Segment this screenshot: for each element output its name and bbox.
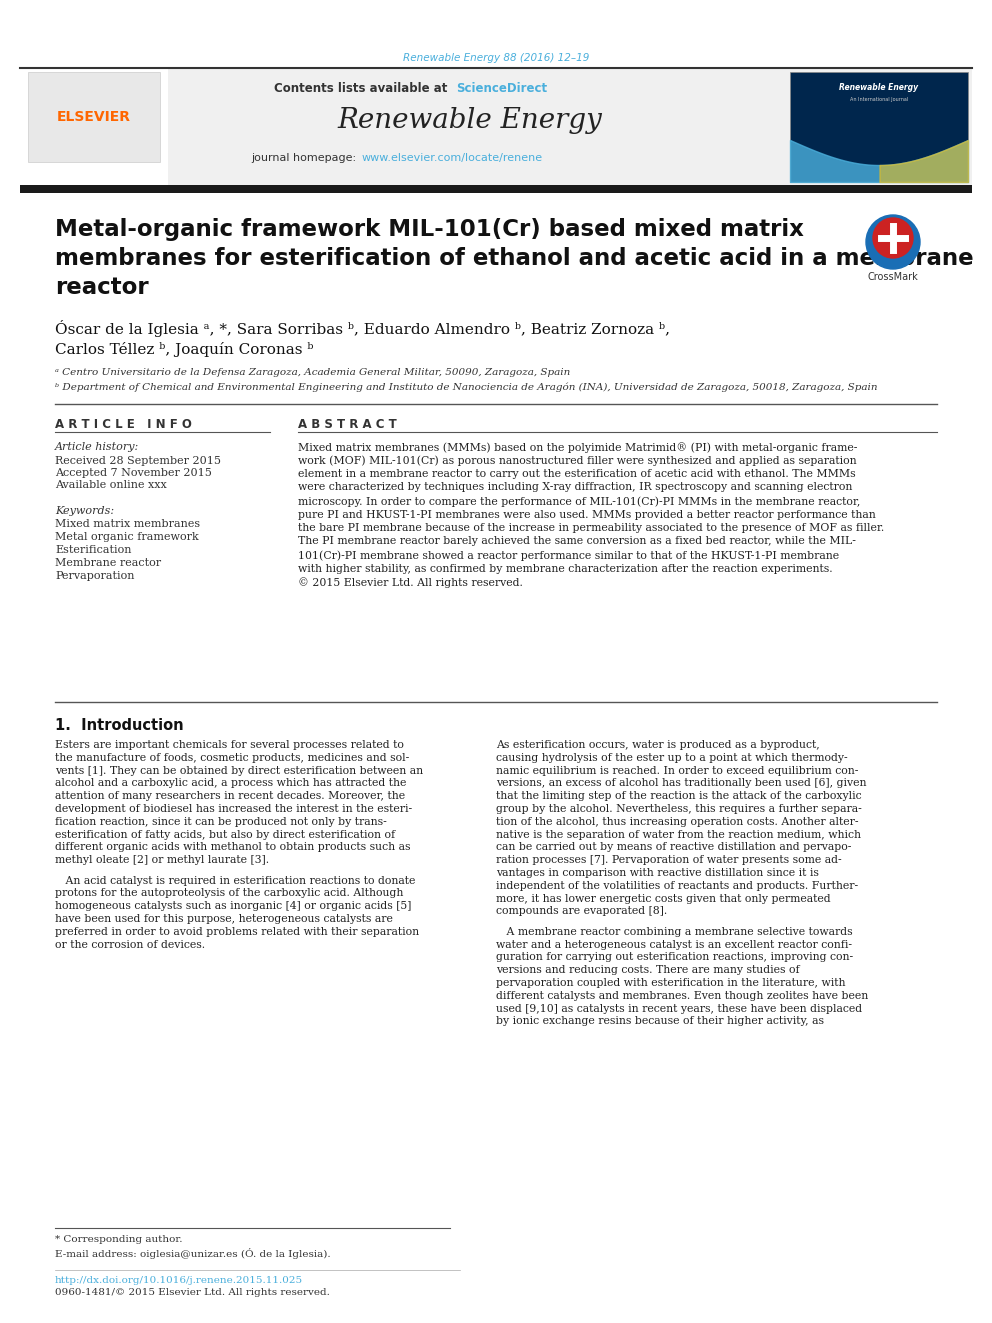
Text: 0960-1481/© 2015 Elsevier Ltd. All rights reserved.: 0960-1481/© 2015 Elsevier Ltd. All right…: [55, 1289, 330, 1297]
Circle shape: [873, 218, 913, 258]
Text: versions, an excess of alcohol has traditionally been used [6], given: versions, an excess of alcohol has tradi…: [496, 778, 866, 789]
Text: The PI membrane reactor barely achieved the same conversion as a fixed bed react: The PI membrane reactor barely achieved …: [298, 537, 856, 546]
Text: element in a membrane reactor to carry out the esterification of acetic acid wit: element in a membrane reactor to carry o…: [298, 468, 856, 479]
Text: group by the alcohol. Nevertheless, this requires a further separa-: group by the alcohol. Nevertheless, this…: [496, 804, 862, 814]
Text: homogeneous catalysts such as inorganic [4] or organic acids [5]: homogeneous catalysts such as inorganic …: [55, 901, 412, 912]
Text: membranes for esterification of ethanol and acetic acid in a membrane: membranes for esterification of ethanol …: [55, 247, 973, 270]
Text: 1.  Introduction: 1. Introduction: [55, 718, 184, 733]
Text: the manufacture of foods, cosmetic products, medicines and sol-: the manufacture of foods, cosmetic produ…: [55, 753, 410, 763]
Text: Esters are important chemicals for several processes related to: Esters are important chemicals for sever…: [55, 740, 404, 750]
Text: Article history:: Article history:: [55, 442, 139, 452]
FancyBboxPatch shape: [20, 185, 972, 193]
Text: causing hydrolysis of the ester up to a point at which thermody-: causing hydrolysis of the ester up to a …: [496, 753, 847, 763]
Text: water and a heterogeneous catalyst is an excellent reactor confi-: water and a heterogeneous catalyst is an…: [496, 939, 852, 950]
Text: Accepted 7 November 2015: Accepted 7 November 2015: [55, 468, 212, 478]
Text: Metal organic framework: Metal organic framework: [55, 532, 198, 542]
Text: Esterification: Esterification: [55, 545, 132, 556]
Text: * Corresponding author.: * Corresponding author.: [55, 1234, 183, 1244]
Text: attention of many researchers in recent decades. Moreover, the: attention of many researchers in recent …: [55, 791, 405, 802]
Text: that the limiting step of the reaction is the attack of the carboxylic: that the limiting step of the reaction i…: [496, 791, 862, 802]
Text: ELSEVIER: ELSEVIER: [57, 110, 131, 124]
Text: development of biodiesel has increased the interest in the esteri-: development of biodiesel has increased t…: [55, 804, 412, 814]
Text: An acid catalyst is required in esterification reactions to donate: An acid catalyst is required in esterifi…: [55, 876, 416, 885]
Text: A B S T R A C T: A B S T R A C T: [298, 418, 397, 431]
Text: Keywords:: Keywords:: [55, 505, 114, 516]
Text: protons for the autoproteolysis of the carboxylic acid. Although: protons for the autoproteolysis of the c…: [55, 889, 404, 898]
Text: CrossMark: CrossMark: [868, 273, 919, 282]
Text: by ionic exchange resins because of their higher activity, as: by ionic exchange resins because of thei…: [496, 1016, 824, 1027]
Text: more, it has lower energetic costs given that only permeated: more, it has lower energetic costs given…: [496, 893, 830, 904]
Text: Renewable Energy: Renewable Energy: [839, 83, 919, 93]
Text: reactor: reactor: [55, 277, 149, 299]
Text: fication reaction, since it can be produced not only by trans-: fication reaction, since it can be produ…: [55, 816, 387, 827]
Text: can be carried out by means of reactive distillation and pervapo-: can be carried out by means of reactive …: [496, 843, 851, 852]
Text: As esterification occurs, water is produced as a byproduct,: As esterification occurs, water is produ…: [496, 740, 819, 750]
Text: native is the separation of water from the reaction medium, which: native is the separation of water from t…: [496, 830, 861, 840]
Text: http://dx.doi.org/10.1016/j.renene.2015.11.025: http://dx.doi.org/10.1016/j.renene.2015.…: [55, 1275, 304, 1285]
Text: different catalysts and membranes. Even though zeolites have been: different catalysts and membranes. Even …: [496, 991, 868, 1002]
Text: ᵃ Centro Universitario de la Defensa Zaragoza, Academia General Militar, 50090, : ᵃ Centro Universitario de la Defensa Zar…: [55, 368, 570, 377]
Text: pure PI and HKUST-1-PI membranes were also used. MMMs provided a better reactor : pure PI and HKUST-1-PI membranes were al…: [298, 509, 876, 520]
Text: Metal-organic framework MIL-101(Cr) based mixed matrix: Metal-organic framework MIL-101(Cr) base…: [55, 218, 804, 241]
FancyBboxPatch shape: [20, 67, 168, 185]
Text: different organic acids with methanol to obtain products such as: different organic acids with methanol to…: [55, 843, 411, 852]
Text: alcohol and a carboxylic acid, a process which has attracted the: alcohol and a carboxylic acid, a process…: [55, 778, 407, 789]
Text: versions and reducing costs. There are many studies of: versions and reducing costs. There are m…: [496, 966, 800, 975]
Text: have been used for this purpose, heterogeneous catalysts are: have been used for this purpose, heterog…: [55, 914, 393, 923]
Text: methyl oleate [2] or methyl laurate [3].: methyl oleate [2] or methyl laurate [3].: [55, 855, 269, 865]
Text: or the corrosion of devices.: or the corrosion of devices.: [55, 939, 205, 950]
Text: Membrane reactor: Membrane reactor: [55, 558, 161, 568]
Text: ᵇ Department of Chemical and Environmental Engineering and Instituto de Nanocien: ᵇ Department of Chemical and Environment…: [55, 382, 878, 392]
Text: Available online xxx: Available online xxx: [55, 480, 167, 490]
Text: preferred in order to avoid problems related with their separation: preferred in order to avoid problems rel…: [55, 927, 420, 937]
Text: compounds are evaporated [8].: compounds are evaporated [8].: [496, 906, 668, 917]
Text: Renewable Energy 88 (2016) 12–19: Renewable Energy 88 (2016) 12–19: [403, 53, 589, 64]
Text: An International Journal: An International Journal: [850, 97, 908, 102]
Text: pervaporation coupled with esterification in the literature, with: pervaporation coupled with esterificatio…: [496, 978, 845, 988]
Text: the bare PI membrane because of the increase in permeability associated to the p: the bare PI membrane because of the incr…: [298, 523, 884, 533]
Text: ration processes [7]. Pervaporation of water presents some ad-: ration processes [7]. Pervaporation of w…: [496, 855, 841, 865]
Text: Mixed matrix membranes: Mixed matrix membranes: [55, 519, 200, 529]
Text: vents [1]. They can be obtained by direct esterification between an: vents [1]. They can be obtained by direc…: [55, 766, 424, 775]
Text: ScienceDirect: ScienceDirect: [456, 82, 548, 94]
Text: vantages in comparison with reactive distillation since it is: vantages in comparison with reactive dis…: [496, 868, 818, 878]
Text: microscopy. In order to compare the performance of MIL-101(Cr)-PI MMMs in the me: microscopy. In order to compare the perf…: [298, 496, 860, 507]
Text: www.elsevier.com/locate/renene: www.elsevier.com/locate/renene: [362, 153, 544, 163]
FancyBboxPatch shape: [790, 71, 968, 183]
Text: Contents lists available at: Contents lists available at: [275, 82, 452, 94]
Text: guration for carrying out esterification reactions, improving con-: guration for carrying out esterification…: [496, 953, 853, 962]
Text: tion of the alcohol, thus increasing operation costs. Another alter-: tion of the alcohol, thus increasing ope…: [496, 816, 858, 827]
Text: esterification of fatty acids, but also by direct esterification of: esterification of fatty acids, but also …: [55, 830, 395, 840]
Text: Mixed matrix membranes (MMMs) based on the polyimide Matrimid® (PI) with metal-o: Mixed matrix membranes (MMMs) based on t…: [298, 442, 857, 452]
Text: independent of the volatilities of reactants and products. Further-: independent of the volatilities of react…: [496, 881, 858, 890]
Circle shape: [866, 216, 920, 269]
Text: A R T I C L E   I N F O: A R T I C L E I N F O: [55, 418, 191, 431]
Text: E-mail address: oiglesia@unizar.es (Ó. de la Iglesia).: E-mail address: oiglesia@unizar.es (Ó. d…: [55, 1248, 330, 1259]
Text: © 2015 Elsevier Ltd. All rights reserved.: © 2015 Elsevier Ltd. All rights reserved…: [298, 577, 523, 587]
Text: work (MOF) MIL-101(Cr) as porous nanostructured filler were synthesized and appl: work (MOF) MIL-101(Cr) as porous nanostr…: [298, 455, 857, 466]
Text: were characterized by techniques including X-ray diffraction, IR spectroscopy an: were characterized by techniques includi…: [298, 483, 852, 492]
Text: namic equilibrium is reached. In order to exceed equilibrium con-: namic equilibrium is reached. In order t…: [496, 766, 858, 775]
FancyBboxPatch shape: [20, 67, 972, 185]
FancyBboxPatch shape: [28, 71, 160, 161]
Text: 101(Cr)-PI membrane showed a reactor performance similar to that of the HKUST-1-: 101(Cr)-PI membrane showed a reactor per…: [298, 550, 839, 561]
Text: used [9,10] as catalysts in recent years, these have been displaced: used [9,10] as catalysts in recent years…: [496, 1004, 862, 1013]
Text: Received 28 September 2015: Received 28 September 2015: [55, 456, 221, 466]
Text: Renewable Energy: Renewable Energy: [337, 107, 602, 135]
Text: journal homepage:: journal homepage:: [251, 153, 360, 163]
Text: Carlos Téllez ᵇ, Joaquín Coronas ᵇ: Carlos Téllez ᵇ, Joaquín Coronas ᵇ: [55, 343, 313, 357]
Text: Pervaporation: Pervaporation: [55, 572, 135, 581]
Text: Óscar de la Iglesia ᵃ, *, Sara Sorribas ᵇ, Eduardo Almendro ᵇ, Beatriz Zornoza ᵇ: Óscar de la Iglesia ᵃ, *, Sara Sorribas …: [55, 320, 670, 337]
Text: with higher stability, as confirmed by membrane characterization after the react: with higher stability, as confirmed by m…: [298, 564, 832, 573]
Text: A membrane reactor combining a membrane selective towards: A membrane reactor combining a membrane …: [496, 927, 853, 937]
